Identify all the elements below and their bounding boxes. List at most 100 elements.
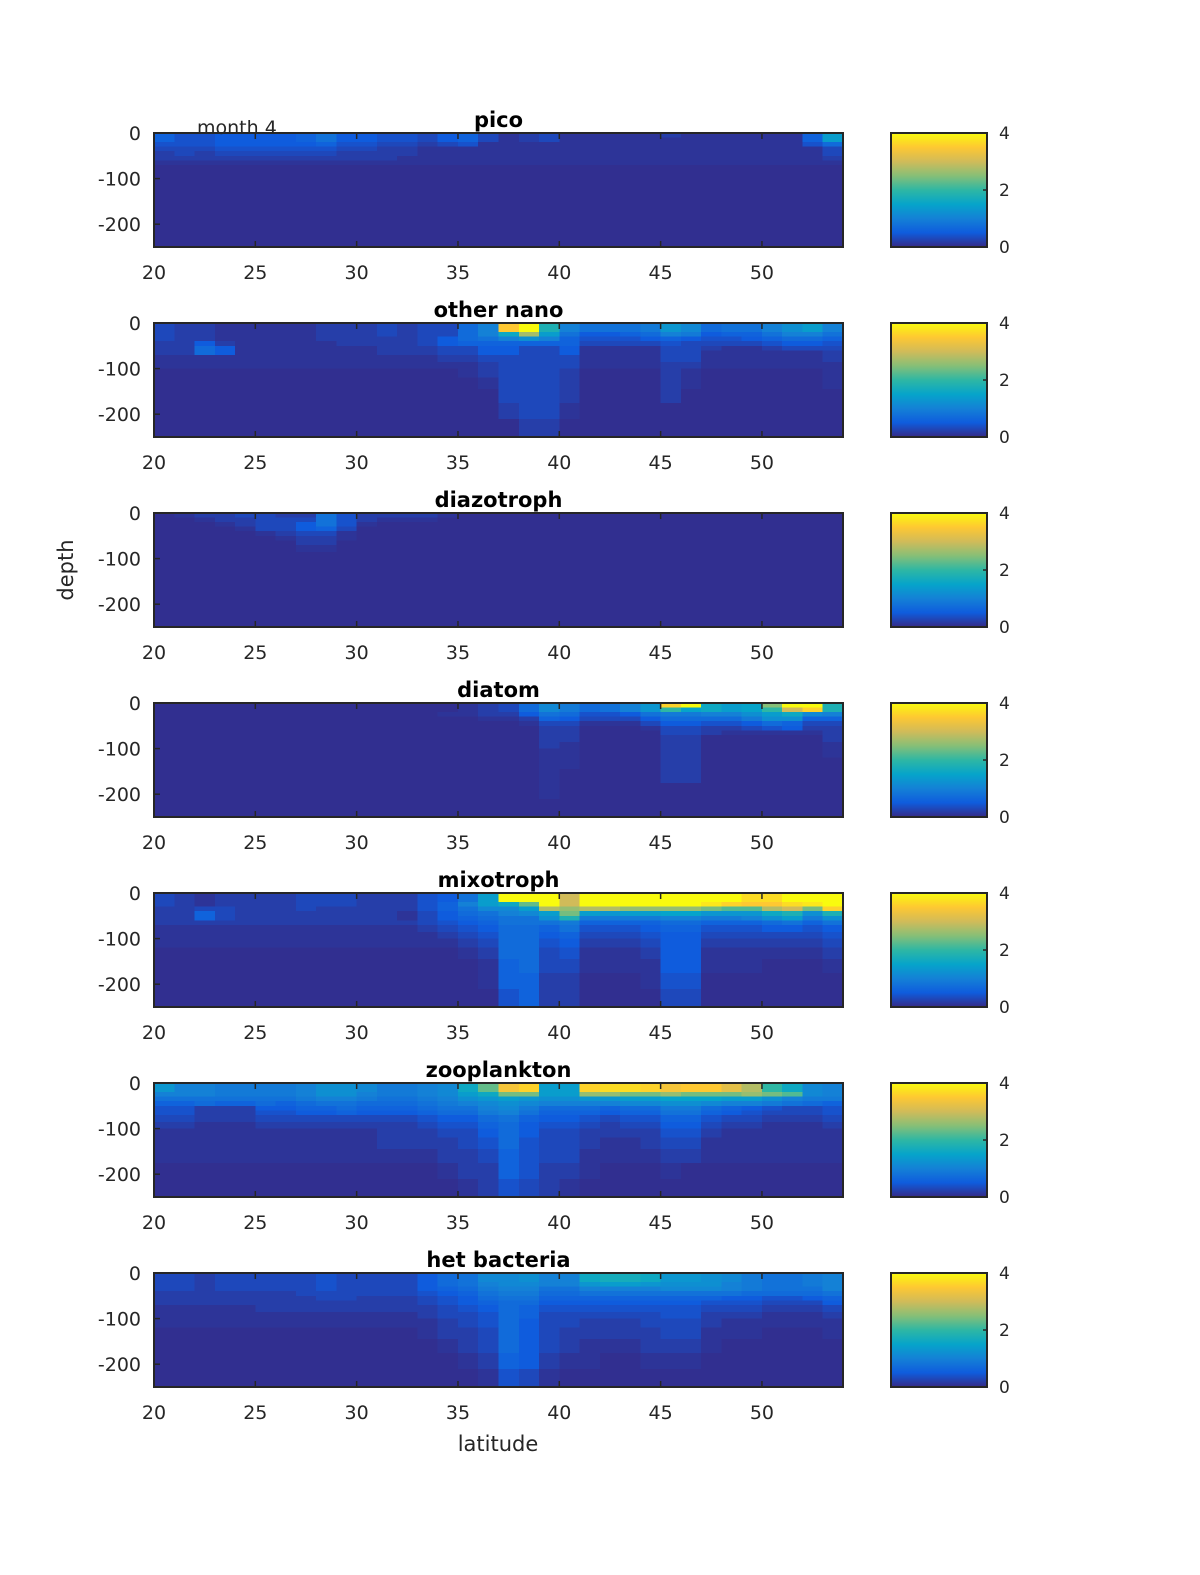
heatmap-cell bbox=[822, 1110, 844, 1116]
heatmap-cell bbox=[721, 782, 743, 800]
heatmap-cell bbox=[397, 327, 419, 333]
heatmap-cell bbox=[255, 544, 277, 553]
heatmap-cell bbox=[194, 1083, 216, 1089]
heatmap-cell bbox=[397, 1368, 419, 1388]
heatmap-cell bbox=[376, 1178, 398, 1198]
heatmap-cell bbox=[336, 517, 358, 523]
heatmap-cell bbox=[154, 741, 175, 750]
heatmap-cell bbox=[599, 1295, 621, 1301]
heatmap-cell bbox=[701, 1178, 723, 1198]
heatmap-cell bbox=[498, 517, 520, 523]
y-tick-label: 0 bbox=[129, 123, 141, 145]
heatmap-cell bbox=[376, 1311, 398, 1320]
heatmap-cell bbox=[620, 535, 641, 541]
heatmap-cell bbox=[498, 931, 520, 940]
heatmap-cell bbox=[599, 544, 621, 553]
heatmap-cell bbox=[437, 1282, 459, 1288]
heatmap-cell bbox=[640, 1327, 662, 1340]
heatmap-cell bbox=[802, 535, 824, 541]
heatmap-cell bbox=[154, 972, 175, 990]
heatmap-cell bbox=[741, 1114, 763, 1123]
heatmap-cell bbox=[559, 1286, 581, 1292]
heatmap-cell bbox=[214, 551, 236, 560]
heatmap-cell bbox=[336, 544, 358, 553]
x-tick-label: 40 bbox=[547, 262, 571, 284]
heatmap-cell bbox=[701, 389, 723, 404]
heatmap-cell bbox=[255, 924, 277, 933]
heatmap-cell bbox=[741, 212, 763, 230]
heatmap-cell bbox=[660, 164, 682, 173]
heatmap-cell bbox=[498, 1318, 520, 1329]
heatmap-cell bbox=[478, 1083, 500, 1089]
heatmap-cell bbox=[822, 350, 844, 356]
heatmap-cell bbox=[235, 1339, 256, 1354]
heatmap-cell bbox=[761, 1162, 783, 1180]
heatmap-cell bbox=[174, 212, 196, 230]
heatmap-cell bbox=[275, 1128, 297, 1139]
heatmap-cell bbox=[822, 558, 844, 569]
heatmap-cell bbox=[174, 1092, 196, 1098]
heatmap-cell bbox=[518, 721, 540, 727]
heatmap-cell bbox=[680, 1311, 702, 1320]
heatmap-cell bbox=[214, 1291, 236, 1297]
heatmap-cell bbox=[599, 1162, 621, 1180]
heatmap-cell bbox=[599, 730, 621, 736]
heatmap-cell bbox=[620, 137, 641, 143]
heatmap-cell bbox=[275, 924, 297, 933]
heatmap-cell bbox=[701, 160, 723, 166]
heatmap-cell bbox=[498, 171, 520, 180]
heatmap-cell bbox=[154, 1121, 175, 1130]
heatmap-cell bbox=[741, 1295, 763, 1301]
heatmap-cell bbox=[356, 893, 378, 899]
heatmap-cell bbox=[194, 187, 216, 200]
heatmap-cell bbox=[680, 1092, 702, 1098]
heatmap-cell bbox=[194, 336, 216, 342]
heatmap-cell bbox=[255, 757, 277, 770]
heatmap-cell bbox=[376, 1101, 398, 1107]
heatmap-cell bbox=[802, 988, 824, 1008]
heatmap-cell bbox=[822, 972, 844, 990]
heatmap-cell bbox=[417, 187, 439, 200]
heatmap-cell bbox=[701, 178, 723, 189]
heatmap-cell bbox=[397, 1295, 419, 1301]
heatmap-cell bbox=[397, 757, 419, 770]
heatmap-cell bbox=[701, 931, 723, 940]
heatmap-cell bbox=[397, 798, 419, 818]
heatmap-cell bbox=[316, 1110, 337, 1116]
heatmap-cell bbox=[417, 712, 439, 718]
panel-title: other nano bbox=[434, 298, 564, 322]
heatmap-cell bbox=[680, 988, 702, 1008]
heatmap-cell bbox=[498, 1101, 520, 1107]
y-tick-label: -200 bbox=[98, 784, 141, 806]
heatmap-cell bbox=[680, 707, 702, 713]
heatmap-cell bbox=[397, 522, 419, 528]
heatmap-cell bbox=[761, 389, 783, 404]
heatmap-cell bbox=[457, 988, 479, 1008]
heatmap-cell bbox=[457, 1110, 479, 1116]
heatmap-cell bbox=[741, 931, 763, 940]
heatmap-cell bbox=[559, 1114, 581, 1123]
heatmap-cell bbox=[154, 354, 175, 363]
heatmap-cell bbox=[376, 345, 398, 351]
heatmap-cell bbox=[255, 212, 277, 230]
heatmap-cell bbox=[518, 336, 540, 342]
heatmap-cell bbox=[680, 345, 702, 351]
heatmap-cell bbox=[741, 1092, 763, 1098]
heatmap-cell bbox=[478, 354, 500, 363]
heatmap-cell bbox=[235, 703, 256, 709]
heatmap-cell bbox=[295, 734, 317, 743]
heatmap-cell bbox=[356, 782, 378, 800]
heatmap-cell bbox=[782, 1083, 804, 1089]
heatmap-cell bbox=[457, 721, 479, 727]
heatmap-cell bbox=[802, 1273, 824, 1279]
heatmap-cell bbox=[599, 734, 621, 743]
heatmap-cell bbox=[620, 160, 641, 166]
heatmap-cell bbox=[518, 924, 540, 933]
heatmap-cell bbox=[397, 531, 419, 537]
heatmap-cell bbox=[336, 579, 358, 594]
heatmap-cell bbox=[761, 199, 783, 214]
heatmap-cell bbox=[640, 212, 662, 230]
heatmap-cell bbox=[235, 187, 256, 200]
heatmap-cell bbox=[174, 730, 196, 736]
heatmap-cell bbox=[518, 1096, 540, 1102]
